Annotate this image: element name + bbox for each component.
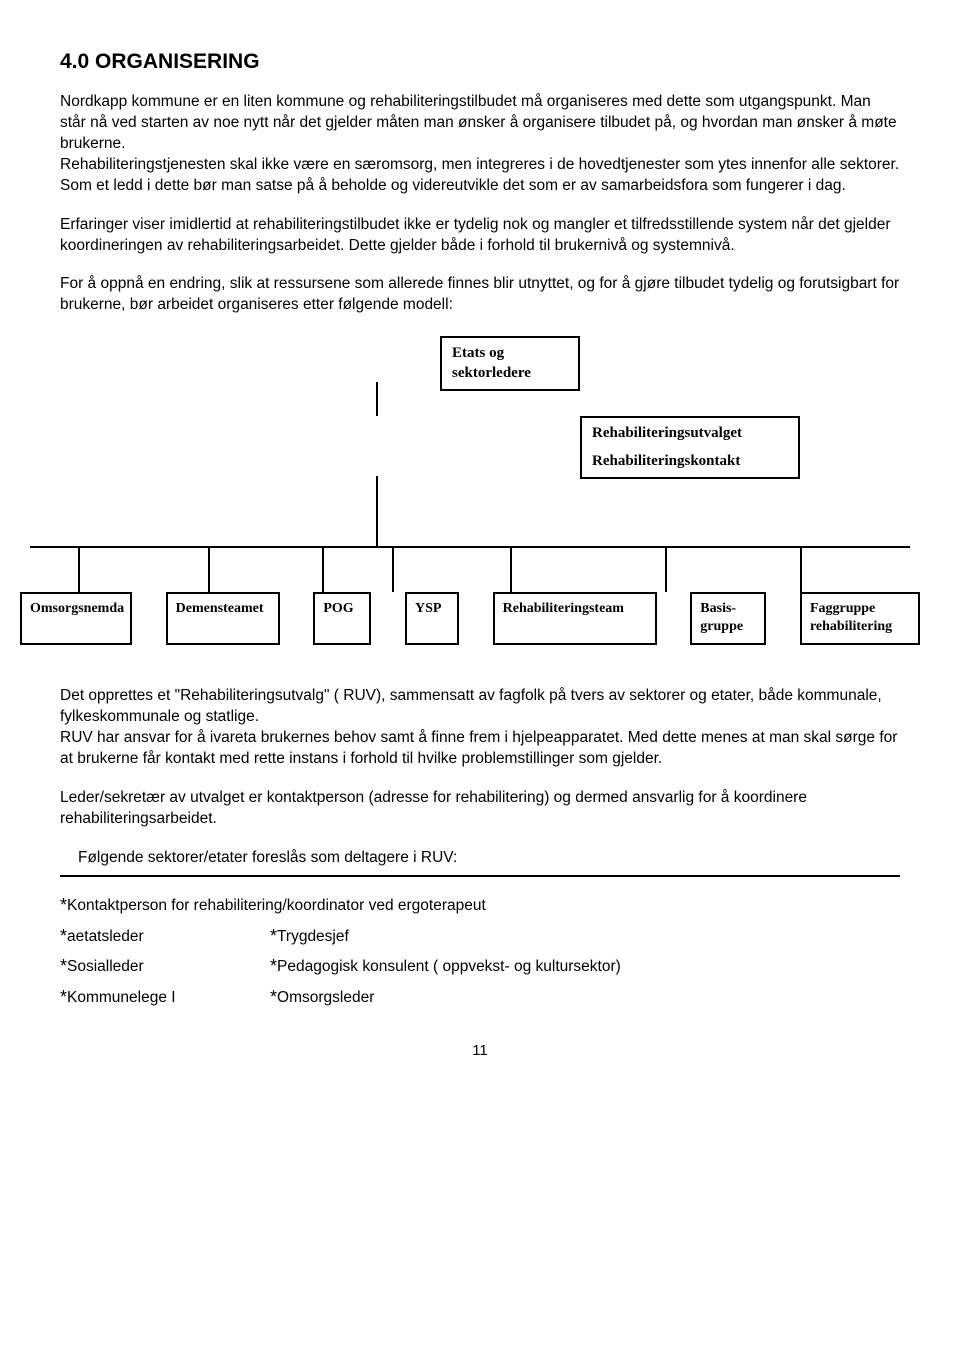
chart-bottom-box-5: Basis- gruppe xyxy=(690,592,766,644)
asterisk-icon: * xyxy=(270,987,277,1007)
connector-v1 xyxy=(376,382,378,416)
page-number: 11 xyxy=(60,1042,900,1059)
asterisk-icon: * xyxy=(60,895,67,915)
list-r2-c2: Pedagogisk konsulent ( oppvekst- og kult… xyxy=(277,958,621,975)
paragraph-3: Erfaringer viser imidlertid at rehabilit… xyxy=(60,215,900,257)
connector-drop-4 xyxy=(510,546,512,592)
list-row-2: *Sosialleder *Pedagogisk konsulent ( opp… xyxy=(60,952,900,981)
para2-text: Rehabiliteringstjenesten skal ikke være … xyxy=(60,156,899,194)
list-r1-c1: aetatsleder xyxy=(67,928,144,945)
para6-text: RUV har ansvar for å ivareta brukernes b… xyxy=(60,729,897,767)
chart-bottom-box-3: YSP xyxy=(405,592,459,644)
asterisk-icon: * xyxy=(60,956,67,976)
asterisk-icon: * xyxy=(270,956,277,976)
chart-bottom-box-1: Demensteamet xyxy=(166,592,280,644)
chart-bottom-box-2: POG xyxy=(313,592,371,644)
list-r3-c1: Kommunelege I xyxy=(67,989,176,1006)
chart-mid-line2: Rehabiliteringskontakt xyxy=(592,452,788,472)
asterisk-icon: * xyxy=(270,926,277,946)
list-r3-c2: Omsorgsleder xyxy=(277,989,374,1006)
chart-bottom-box-6: Faggruppe rehabilitering xyxy=(800,592,920,644)
list-r1-c2: Trygdesjef xyxy=(277,928,349,945)
connector-v2 xyxy=(376,476,378,546)
paragraph-4: For å oppnå en endring, slik at ressurse… xyxy=(60,274,900,316)
para1-text: Nordkapp kommune er en liten kommune og … xyxy=(60,93,897,152)
section-heading: 4.0 ORGANISERING xyxy=(60,50,900,74)
divider xyxy=(60,875,900,877)
chart-box-top: Etats og sektorledere xyxy=(440,336,580,391)
paragraph-8: Følgende sektorer/etater foreslås som de… xyxy=(78,848,900,869)
connector-drop-0 xyxy=(78,546,80,592)
asterisk-icon: * xyxy=(60,987,67,1007)
connector-drop-5 xyxy=(665,546,667,592)
para5-text: Det opprettes et "Rehabiliteringsutvalg"… xyxy=(60,687,882,725)
connector-drop-2 xyxy=(322,546,324,592)
connector-drop-6 xyxy=(800,546,802,592)
chart-box-mid: Rehabiliteringsutvalget Rehabiliteringsk… xyxy=(580,416,800,479)
paragraph-1: Nordkapp kommune er en liten kommune og … xyxy=(60,92,900,197)
chart-bottom-row: Omsorgsnemda Demensteamet POG YSP Rehabi… xyxy=(20,592,920,644)
connector-bus xyxy=(30,546,910,548)
asterisk-icon: * xyxy=(60,926,67,946)
list-r2-c1: Sosialleder xyxy=(67,958,144,975)
connector-drop-1 xyxy=(208,546,210,592)
org-chart: Etats og sektorledere Rehabiliteringsutv… xyxy=(60,336,900,656)
paragraph-7: Leder/sekretær av utvalget er kontaktper… xyxy=(60,788,900,830)
chart-top-label: Etats og sektorledere xyxy=(452,345,531,381)
paragraph-5-6: Det opprettes et "Rehabiliteringsutvalg"… xyxy=(60,686,900,770)
list-row-1: *aetatsleder *Trygdesjef xyxy=(60,922,900,951)
chart-bottom-box-4: Rehabiliteringsteam xyxy=(493,592,657,644)
list-row-3: *Kommunelege I *Omsorgsleder xyxy=(60,983,900,1012)
list-line1-text: Kontaktperson for rehabilitering/koordin… xyxy=(67,897,486,914)
chart-mid-line1: Rehabiliteringsutvalget xyxy=(592,424,788,444)
list-line-1: *Kontaktperson for rehabilitering/koordi… xyxy=(60,891,900,920)
chart-bottom-box-0: Omsorgsnemda xyxy=(20,592,132,644)
connector-drop-3 xyxy=(392,546,394,592)
